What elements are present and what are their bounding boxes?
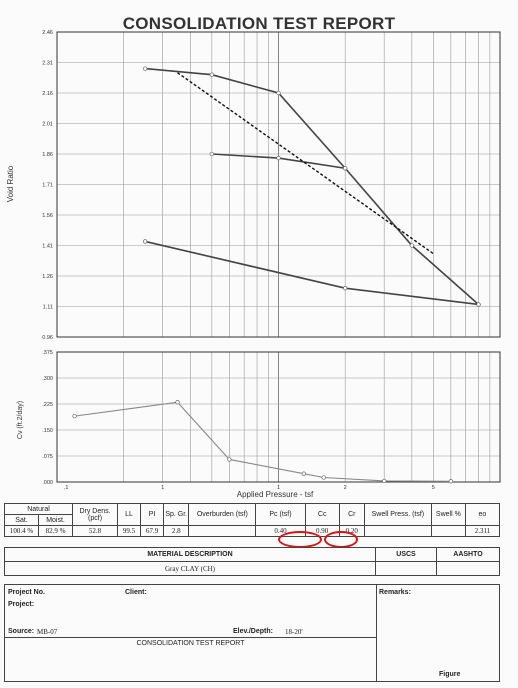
cv-x-tick-label: 1 [161,485,164,491]
report-footer-title: CONSOLIDATION TEST REPORT [136,640,245,647]
cv-x-tick-label: 2 [344,485,347,491]
void-ratio-data-point [276,155,281,161]
aashto-header: AASHTO [436,547,500,562]
cv-x-tick-label: 1 [277,485,280,491]
swell-pct-header: Swell % [430,503,466,526]
eo-value: 2.311 [464,525,501,537]
void-ratio-data-point [276,90,281,96]
void-ratio-y-tick-label: 2.01 [42,122,53,128]
void-ratio-series-line [177,72,434,255]
void-ratio-data-point [343,286,348,291]
void-ratio-y-tick-label: 1.41 [42,244,53,250]
void-ratio-y-tick-label: 0.96 [42,335,53,341]
swell-press-header: Swell Press. (tsf) [363,503,432,526]
sat-value: 100.4 % [3,525,40,537]
elev-depth-value: 18-20' [285,628,303,636]
project-label: Project: [8,601,35,608]
void-ratio-data-point [343,166,348,171]
eo-header: eo [464,503,501,526]
void-ratio-axis-label: Void Ratio [6,165,15,202]
figure-label: Figure [439,671,461,678]
sp-gr-header: Sp. Gr. [163,503,190,526]
cv-x-tick-label: .1 [64,485,69,491]
cv-y-tick-label: .300 [42,376,53,382]
cv-data-point [175,400,180,405]
void-ratio-y-tick-label: 1.11 [43,305,53,311]
source-label: Source: [8,628,35,635]
void-ratio-y-tick-label: 1.71 [42,183,53,189]
cr-header: Cr [338,503,365,526]
sp-gr-value: 2.8 [163,525,190,537]
uscs-value [375,561,437,576]
source-value: MB-07 [37,628,58,636]
elev-depth-label: Elev./Depth: [233,628,273,635]
void-ratio-y-tick-label: 2.16 [42,91,53,97]
cv-data-point [448,479,454,484]
material-description: Gray CLAY (CH) [4,561,376,576]
cv-data-point [227,457,232,462]
dry-dens-value: 52.8 [72,525,119,537]
cv-data-point [72,413,77,419]
void-ratio-y-tick-label: 2.46 [42,30,53,36]
properties-table: Natural Dry Dens. (pcf) LL PI Sp. Gr. Ov… [3,503,501,537]
pi-value: 67.9 [140,525,165,537]
pi-header: PI [140,503,165,526]
moist-header: Moist. [38,514,74,526]
remarks-divider [376,585,377,681]
cv-y-tick-label: .000 [42,480,53,486]
void-ratio-data-point [409,243,415,248]
cv-axis-label: Cv (ft.2/day) [17,401,24,439]
ll-header: LL [117,503,142,526]
void-ratio-y-tick-label: 1.86 [42,152,53,158]
remarks-label: Remarks: [379,589,411,596]
swell-press-value [363,525,432,537]
void-ratio-data-point [476,302,481,307]
report-title: CONSOLIDATION TEST REPORT [122,14,396,33]
cv-plot-frame [56,351,501,483]
uscs-header: USCS [375,547,437,562]
cv-data-point [321,475,326,480]
cv-series-line [74,401,451,482]
void-ratio-data-point [142,239,148,244]
void-ratio-data-point [142,66,148,71]
cv-y-tick-label: .150 [42,428,53,434]
dry-dens-header: Dry Dens. (pcf) [72,503,119,526]
project-no-label: Project No. [8,589,45,596]
cv-y-tick-label: .075 [42,454,53,460]
swell-pct-value [430,525,466,537]
cv-data-point [301,471,306,476]
void-ratio-data-point [209,151,214,157]
cv-y-tick-label: .225 [42,402,53,408]
natural-header: Natural [3,503,74,515]
cv-x-tick-label: 5 [432,485,435,491]
material-table: MATERIAL DESCRIPTION USCS AASHTO Gray CL… [4,547,500,576]
void-ratio-series-line [145,67,480,306]
cv-data-point [382,478,387,484]
cc-highlight-circle [324,531,358,548]
charts-svg: Void Ratio Cv (ft.2/day) Applied Pressur… [6,30,501,499]
void-ratio-data-point [209,72,214,77]
material-header: MATERIAL DESCRIPTION [4,547,376,562]
pc-header: Pc (tsf) [255,503,306,526]
pc-highlight-circle [278,531,322,548]
aashto-value [436,561,500,576]
cc-header: Cc [304,503,340,526]
client-label: Client: [125,589,147,596]
applied-pressure-axis-label: Applied Pressure - tsf [237,490,314,499]
overburden-value [188,525,257,537]
moist-value: 82.9 % [38,525,74,537]
ll-value: 99.5 [117,525,142,537]
project-block: Project No. Client: Project: Source: MB-… [4,584,500,682]
overburden-header: Overburden (tsf) [188,503,257,526]
report-row-line [5,637,376,638]
void-ratio-y-tick-label: 1.26 [42,274,53,280]
sat-header: Sat. [3,514,40,526]
cv-y-tick-label: .375 [42,350,53,356]
void-ratio-y-tick-label: 2.31 [42,61,53,67]
void-ratio-plot-frame [56,31,501,338]
void-ratio-y-tick-label: 1.56 [42,213,53,219]
